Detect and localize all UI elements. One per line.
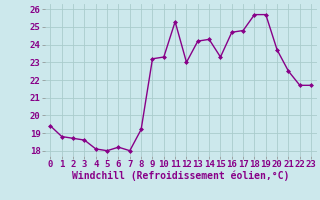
X-axis label: Windchill (Refroidissement éolien,°C): Windchill (Refroidissement éolien,°C) <box>72 171 290 181</box>
